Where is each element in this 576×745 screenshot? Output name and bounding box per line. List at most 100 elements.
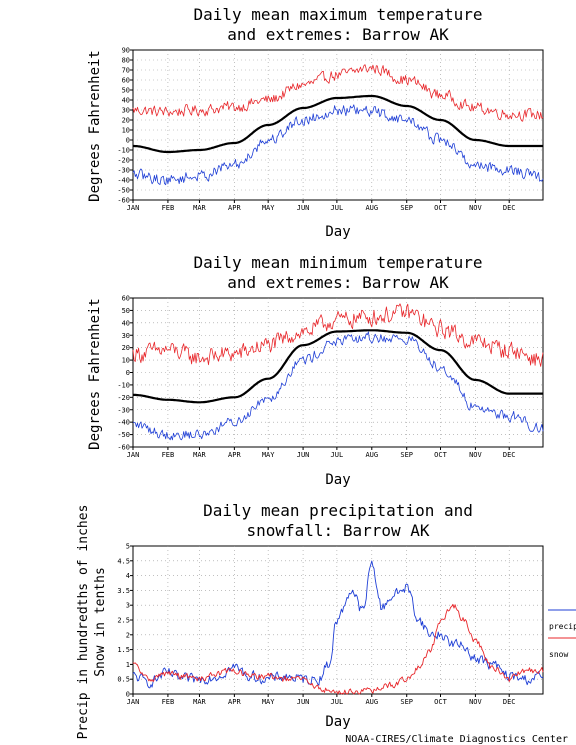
x-tick-label: JUL	[331, 204, 344, 212]
x-tick-label: JUN	[297, 204, 310, 212]
y-tick-label: 50	[122, 87, 130, 95]
y-tick-label: -30	[117, 167, 130, 175]
x-tick-label: DEC	[503, 451, 516, 459]
max-temp-xlabel: Day	[325, 224, 350, 240]
y-tick-label: 80	[122, 57, 130, 65]
x-tick-label: FEB	[162, 698, 175, 706]
y-tick-label: 3.5	[117, 587, 130, 595]
max-temp-plot-area: -60 -50 -40 -30 -20 -10 0 10 20 30 40 50 60 70 80 90 JAN…	[117, 47, 544, 212]
max-temp-title-line1: Daily mean maximum temperature	[194, 5, 483, 24]
x-tick-label: OCT	[434, 451, 447, 459]
y-tick-label: 50	[122, 307, 130, 315]
x-tick-label: AUG	[365, 204, 378, 212]
x-tick-label: MAY	[262, 698, 275, 706]
y-tick-label: -60	[117, 444, 130, 452]
precip-legend: precip snow	[548, 609, 576, 659]
min-temp-title-line1: Daily mean minimum temperature	[194, 253, 483, 272]
x-tick-label: NOV	[469, 698, 482, 706]
y-tick-label: 40	[122, 97, 130, 105]
series-line-low	[132, 331, 544, 441]
min-temp-xlabel: Day	[325, 472, 350, 488]
min-temp-plot-area: -60 -50 -40 -30 -20 -10 0 10 20 30 40 50 60 JAN FEB MAR…	[117, 295, 544, 459]
precip-chart: Daily mean precipitation and snowfall: B…	[76, 501, 576, 739]
legend-snow-label: snow	[549, 650, 568, 659]
y-tick-label: 70	[122, 67, 130, 75]
x-tick-label: JAN	[127, 204, 140, 212]
y-tick-label: -10	[117, 147, 130, 155]
y-tick-label: 30	[122, 332, 130, 340]
x-tick-label: SEP	[400, 451, 413, 459]
x-tick-label: SEP	[400, 204, 413, 212]
y-tick-label: 30	[122, 107, 130, 115]
y-tick-label: 10	[122, 357, 130, 365]
precip-ylabel-line1: Precip in hundredths of inches	[76, 505, 91, 740]
y-tick-label: 60	[122, 295, 130, 303]
y-tick-label: 0	[126, 691, 130, 699]
x-tick-label: DEC	[503, 698, 516, 706]
x-tick-label: MAR	[193, 204, 206, 212]
y-tick-label: 5	[126, 543, 130, 551]
precip-xlabel: Day	[325, 714, 350, 730]
series-line-snow	[132, 603, 544, 695]
min-temp-ylabel: Degrees Fahrenheit	[87, 298, 103, 450]
y-tick-label: -50	[117, 187, 130, 195]
x-tick-label: NOV	[469, 204, 482, 212]
y-tick-label: 4.5	[117, 557, 130, 565]
x-tick-label: JAN	[127, 698, 140, 706]
precip-ylabel-line2: Snow in tenths	[93, 567, 108, 677]
y-tick-label: 2	[126, 631, 130, 639]
y-tick-label: 1.5	[117, 646, 130, 654]
y-tick-label: -10	[117, 381, 130, 389]
y-tick-label: 2.5	[117, 617, 130, 625]
x-tick-label: APR	[228, 698, 241, 706]
y-tick-label: 0	[126, 137, 130, 145]
min-temp-chart: Daily mean minimum temperature and extre…	[87, 253, 544, 488]
x-tick-label: MAR	[193, 698, 206, 706]
x-tick-label: FEB	[162, 451, 175, 459]
plot-frame	[132, 49, 544, 201]
series-line-low	[132, 104, 544, 186]
y-tick-label: -20	[117, 157, 130, 165]
x-tick-label: APR	[228, 204, 241, 212]
series-line-mean	[133, 329, 544, 404]
x-tick-label: MAY	[262, 204, 275, 212]
y-tick-label: -20	[117, 394, 130, 402]
y-tick-label: 10	[122, 127, 130, 135]
y-tick-label: 20	[122, 117, 130, 125]
precip-title-line1: Daily mean precipitation and	[203, 501, 473, 520]
y-tick-label: 60	[122, 77, 130, 85]
x-tick-label: NOV	[469, 451, 482, 459]
y-tick-label: -40	[117, 419, 130, 427]
max-temp-title-line2: and extremes: Barrow AK	[227, 25, 449, 44]
precip-plot-area: 0 0.5 1 1.5 2 2.5 3 3.5 4 4.5 5 JAN FEB MAR APR MAY JUN J…	[117, 543, 544, 706]
min-temp-title-line2: and extremes: Barrow AK	[227, 273, 449, 292]
x-tick-label: SEP	[400, 698, 413, 706]
y-tick-label: 40	[122, 319, 130, 327]
x-tick-label: JUL	[331, 451, 344, 459]
y-tick-label: -60	[117, 197, 130, 205]
series-line-precip	[132, 560, 544, 689]
y-tick-label: 3	[126, 602, 130, 610]
legend-precip-label: precip	[549, 622, 576, 631]
y-tick-label: 4	[126, 572, 130, 580]
y-tick-label: 0.5	[117, 676, 130, 684]
x-tick-label: FEB	[162, 204, 175, 212]
x-tick-label: MAR	[193, 451, 206, 459]
precip-title-line2: snowfall: Barrow AK	[246, 521, 429, 540]
x-tick-label: APR	[228, 451, 241, 459]
y-tick-label: 90	[122, 47, 130, 55]
max-temp-ylabel: Degrees Fahrenheit	[87, 50, 103, 202]
y-tick-label: -50	[117, 431, 130, 439]
x-tick-label: AUG	[365, 451, 378, 459]
series-line-high	[132, 303, 544, 367]
y-tick-label: -40	[117, 177, 130, 185]
footer-credit: NOAA-CIRES/Climate Diagnostics Center	[345, 734, 568, 745]
x-tick-label: OCT	[434, 698, 447, 706]
y-tick-label: 0	[126, 369, 130, 377]
y-tick-label: 1	[126, 661, 130, 669]
series-line-high	[132, 64, 544, 122]
x-tick-label: JUL	[331, 698, 344, 706]
x-tick-label: DEC	[503, 204, 516, 212]
x-tick-label: OCT	[434, 204, 447, 212]
